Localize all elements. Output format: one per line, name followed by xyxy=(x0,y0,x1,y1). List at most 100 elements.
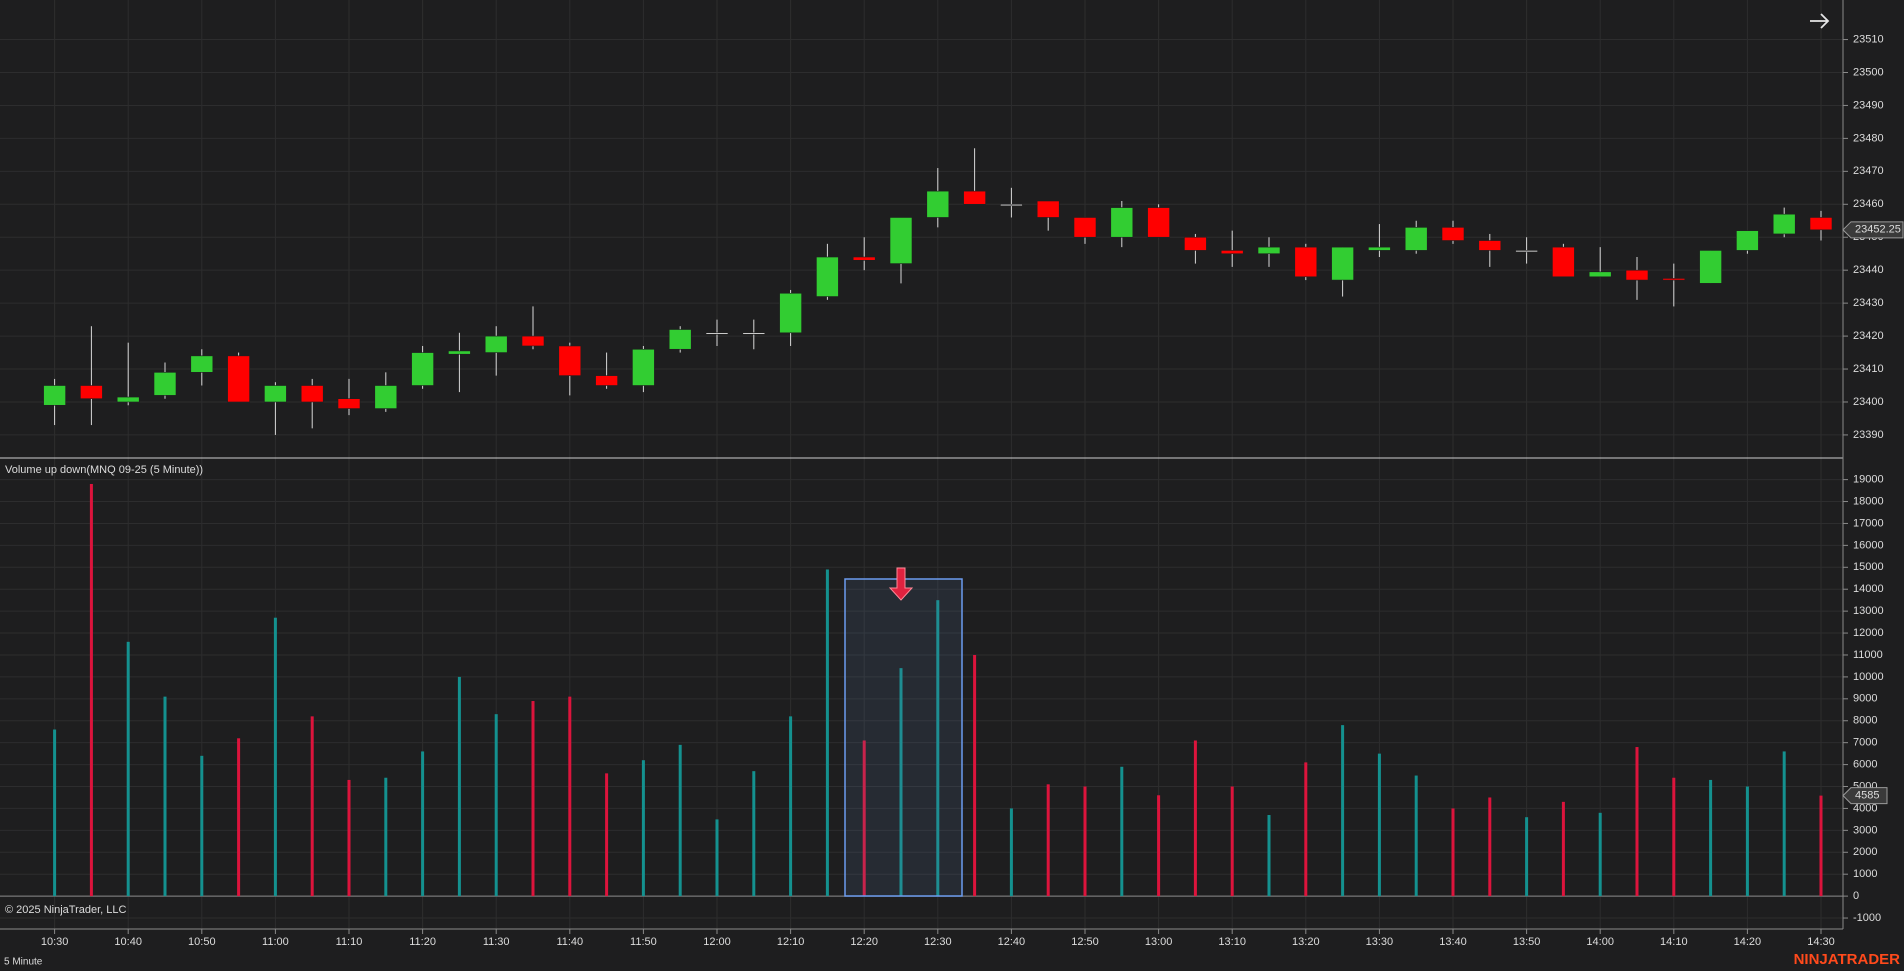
y-tick-label: 23410 xyxy=(1853,363,1884,375)
candle-body xyxy=(153,372,177,396)
candle-body xyxy=(337,398,361,409)
candle-body xyxy=(43,385,66,406)
candle-body xyxy=(1294,246,1318,278)
time-tick-label: 11:30 xyxy=(483,936,510,948)
volume-bar xyxy=(200,755,204,897)
candle-body xyxy=(558,345,582,376)
volume-bar xyxy=(53,729,57,897)
candle-body xyxy=(190,355,214,373)
volume-bar xyxy=(126,641,130,897)
y-tick-label: 23500 xyxy=(1853,66,1884,78)
candle-body xyxy=(1110,207,1134,238)
candle-body xyxy=(1515,250,1538,253)
candle-body xyxy=(1588,271,1612,278)
axes: 2339023400234102342023430234402345023460… xyxy=(41,33,1904,948)
candle-body xyxy=(1147,207,1170,238)
volume-bar xyxy=(1672,777,1676,897)
volume-bar xyxy=(1193,740,1197,897)
time-tick-label: 12:10 xyxy=(777,936,805,948)
volume-bar xyxy=(568,696,572,897)
volume-bar xyxy=(605,773,609,897)
volume-bar xyxy=(89,483,93,897)
candle-body xyxy=(926,190,950,218)
volume-bar xyxy=(1377,753,1381,897)
selection-rectangle[interactable] xyxy=(844,578,963,897)
brand-logo: NINJATRADER xyxy=(1794,951,1901,968)
candle-body xyxy=(668,329,692,350)
time-tick-label: 12:20 xyxy=(850,936,878,948)
y-tick-label: 15000 xyxy=(1853,561,1884,573)
volume-bar xyxy=(1157,795,1161,897)
candle-body xyxy=(264,385,287,403)
volume-bar xyxy=(752,771,756,897)
y-tick-label: 12000 xyxy=(1853,627,1884,639)
candle-body xyxy=(1552,246,1575,278)
volume-bar xyxy=(936,600,940,897)
volume-bar xyxy=(163,696,167,897)
down-arrow-marker[interactable] xyxy=(888,567,914,601)
volume-bar xyxy=(789,716,793,897)
y-tick-label: 23470 xyxy=(1853,165,1884,177)
y-tick-label: -1000 xyxy=(1853,912,1881,924)
candle-body xyxy=(963,190,986,205)
volume-bar xyxy=(1745,786,1749,897)
last-price-box xyxy=(1842,221,1904,239)
last-volume-label: 4585 xyxy=(1855,790,1879,802)
candle-body xyxy=(1699,250,1722,284)
volume-bar xyxy=(1598,812,1602,897)
candle-body xyxy=(779,292,802,334)
time-tick-label: 13:30 xyxy=(1366,936,1394,948)
y-tick-label: 23400 xyxy=(1853,396,1884,408)
candle-body xyxy=(1220,250,1244,255)
time-tick-label: 13:00 xyxy=(1145,936,1173,948)
volume-bar xyxy=(1009,808,1013,897)
volume-bar xyxy=(1341,725,1345,897)
volume-bar xyxy=(310,716,314,897)
volume-bar xyxy=(1561,801,1565,897)
candle-body xyxy=(411,352,434,386)
scroll-right-arrow[interactable] xyxy=(1810,13,1830,29)
candle-body xyxy=(1036,200,1060,218)
volume-bar xyxy=(1525,817,1529,897)
volume-bar xyxy=(347,779,351,897)
volume-bar xyxy=(531,701,535,897)
candle-body xyxy=(521,335,545,347)
time-tick-label: 14:10 xyxy=(1660,936,1688,948)
time-tick-label: 12:00 xyxy=(703,936,731,948)
last-price-label: 23452.25 xyxy=(1855,224,1901,236)
volume-bar xyxy=(1083,786,1087,897)
volume-bar xyxy=(494,714,498,897)
marks xyxy=(43,148,1833,897)
candle-body xyxy=(300,385,324,403)
time-tick-label: 14:00 xyxy=(1586,936,1614,948)
volume-bar xyxy=(1414,775,1418,897)
candle-body xyxy=(1073,217,1097,238)
volume-bar xyxy=(862,740,866,897)
time-tick-label: 11:40 xyxy=(556,936,583,948)
y-tick-label: 23510 xyxy=(1853,33,1884,45)
indicator-title: Volume up down(MNQ 09-25 (5 Minute)) xyxy=(5,464,203,476)
candle-body xyxy=(816,256,839,297)
time-tick-label: 13:10 xyxy=(1218,936,1246,948)
y-tick-label: 0 xyxy=(1853,890,1859,902)
candle-body xyxy=(1257,246,1281,255)
candle-body xyxy=(1625,269,1649,281)
y-tick-label: 2000 xyxy=(1853,846,1877,858)
y-tick-label: 8000 xyxy=(1853,715,1877,727)
volume-bar xyxy=(457,676,461,897)
volume-bar xyxy=(1120,766,1124,897)
candle-body xyxy=(1184,236,1207,251)
candle-body xyxy=(80,385,103,399)
volume-bar xyxy=(1819,795,1823,897)
y-tick-label: 16000 xyxy=(1853,539,1884,551)
candle-body xyxy=(1368,246,1391,251)
candle-body xyxy=(227,355,250,403)
volume-bar xyxy=(715,819,719,897)
interval-label: 5 Minute xyxy=(4,957,43,968)
candle-body xyxy=(1404,227,1428,251)
volume-bar xyxy=(1709,779,1713,897)
y-tick-label: 17000 xyxy=(1853,517,1884,529)
y-tick-label: 7000 xyxy=(1853,737,1877,749)
time-tick-label: 14:30 xyxy=(1807,936,1835,948)
